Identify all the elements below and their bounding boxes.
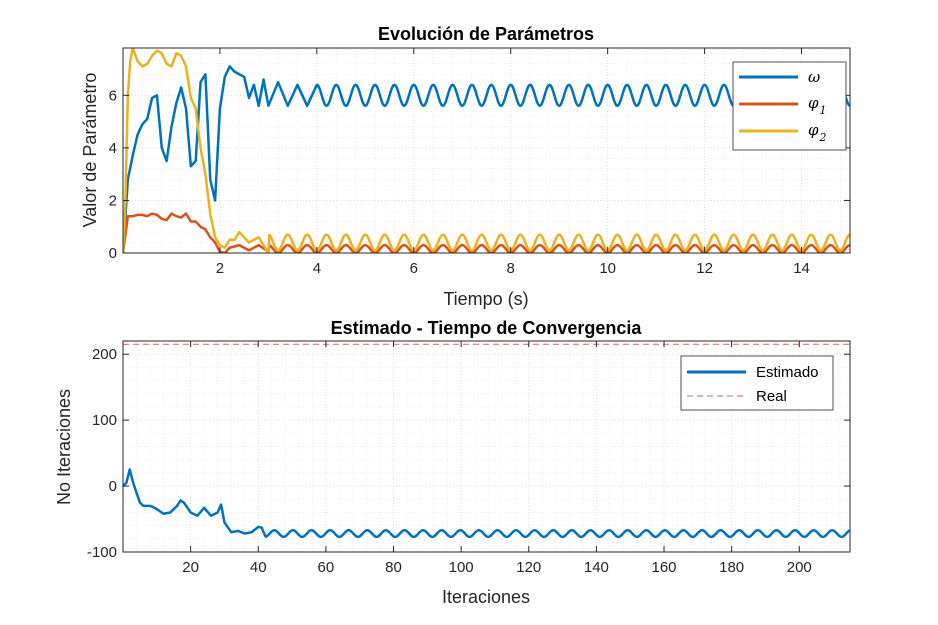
chart-title-top: Evolución de Parámetros: [378, 24, 594, 44]
x-tick-label: 8: [507, 260, 515, 277]
y-tick-label: 100: [92, 412, 117, 429]
y-tick-label: 2: [109, 192, 117, 209]
legend-top: ω φ1 φ2: [732, 61, 847, 151]
x-tick-label: 10: [599, 260, 616, 277]
legend-bottom: Estimado Real: [680, 355, 834, 411]
x-tick-label: 80: [385, 559, 402, 576]
legend-box-top: [732, 61, 847, 151]
y-tick-label: 6: [109, 87, 117, 104]
x-tick-label: 200: [787, 559, 812, 576]
y-tick-label: 200: [92, 346, 117, 363]
x-tick-label: 14: [793, 260, 810, 277]
y-tick-label: 0: [109, 478, 117, 495]
series-line-0-2: [123, 48, 850, 253]
legend-label-omega: ω: [808, 68, 820, 86]
y-axis-label-bottom: No Iteraciones: [54, 389, 74, 505]
grid-bottom: [122, 340, 850, 553]
x-tick-label: 2: [216, 260, 224, 277]
x-tick-label: 6: [410, 260, 418, 277]
x-axis-label-bottom: Iteraciones: [442, 587, 530, 607]
legend-label-real: Real: [756, 388, 787, 405]
series-line-0-1: [123, 212, 850, 253]
chart-title-bottom: Estimado - Tiempo de Convergencia: [331, 318, 643, 338]
x-ticks-top: 2 4 6 8 10 12 14: [216, 48, 810, 277]
legend-label-phi2: φ2: [808, 121, 827, 144]
axes-box-bottom: [122, 340, 851, 553]
series-line-1-0: [123, 468, 850, 539]
chart-convergencia: 20 40 60 80 100 120 140 160 180 200 -100 0 100 200 E…: [54, 318, 851, 607]
x-tick-label: 60: [318, 559, 335, 576]
x-tick-label: 160: [652, 559, 677, 576]
x-tick-label: 40: [250, 559, 267, 576]
x-tick-label: 180: [719, 559, 744, 576]
x-tick-label: 20: [182, 559, 199, 576]
x-tick-label: 100: [449, 559, 474, 576]
legend-box-bottom: [680, 355, 834, 411]
x-ticks-bottom: 20 40 60 80 100 120 140 160 180 200: [182, 341, 812, 576]
x-tick-label: 120: [516, 559, 541, 576]
y-axis-label-top: Valor de Parámetro: [80, 73, 100, 228]
x-tick-label: 140: [584, 559, 609, 576]
x-tick-label: 12: [696, 260, 713, 277]
y-tick-label: -100: [87, 544, 117, 561]
x-tick-label: 4: [313, 260, 321, 277]
grid-top: [122, 48, 850, 254]
legend-label-phi1: φ1: [808, 94, 827, 117]
legend-label-estimado: Estimado: [756, 364, 819, 381]
y-tick-label: 0: [109, 245, 117, 262]
y-ticks-bottom: -100 0 100 200: [87, 346, 850, 561]
axes-box-top: [122, 47, 851, 254]
series-lines-bottom: [123, 343, 850, 539]
x-axis-label-top: Tiempo (s): [443, 289, 528, 309]
y-tick-label: 4: [109, 140, 117, 157]
